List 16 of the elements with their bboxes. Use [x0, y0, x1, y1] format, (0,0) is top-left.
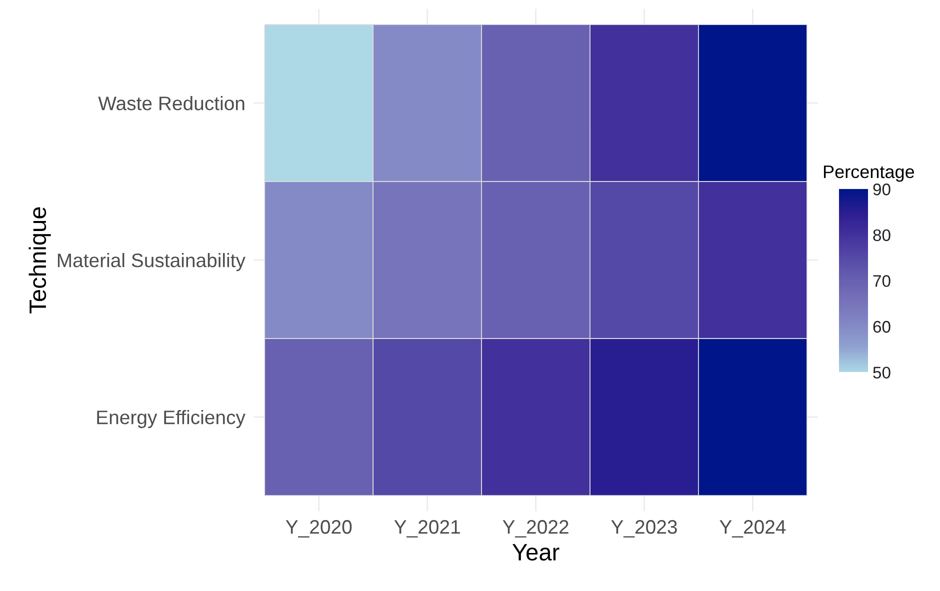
color-bar-label: 90 — [873, 184, 890, 196]
color-bar-label: 80 — [873, 229, 890, 242]
color-bar-label: 70 — [873, 275, 890, 287]
y-tick-label: Energy Efficiency — [97, 410, 246, 428]
y-tick-label: Material Sustainability — [58, 252, 246, 272]
x-tick-label: Y_2020 — [286, 520, 352, 538]
x-axis-title: Year — [512, 544, 560, 561]
x-tick-label: Y_2024 — [720, 520, 786, 538]
x-tick-label: Y_2022 — [502, 520, 568, 538]
color-bar-label: 60 — [873, 320, 890, 333]
y-tick-label: Waste Reduction — [98, 96, 244, 110]
y-axis-title: Technique — [28, 207, 51, 314]
color-bar-label: 50 — [873, 366, 890, 379]
x-tick-label: Y_2021 — [394, 520, 460, 538]
x-tick-label: Y_2023 — [611, 520, 677, 538]
color-bar-title: Percentage — [824, 166, 914, 182]
